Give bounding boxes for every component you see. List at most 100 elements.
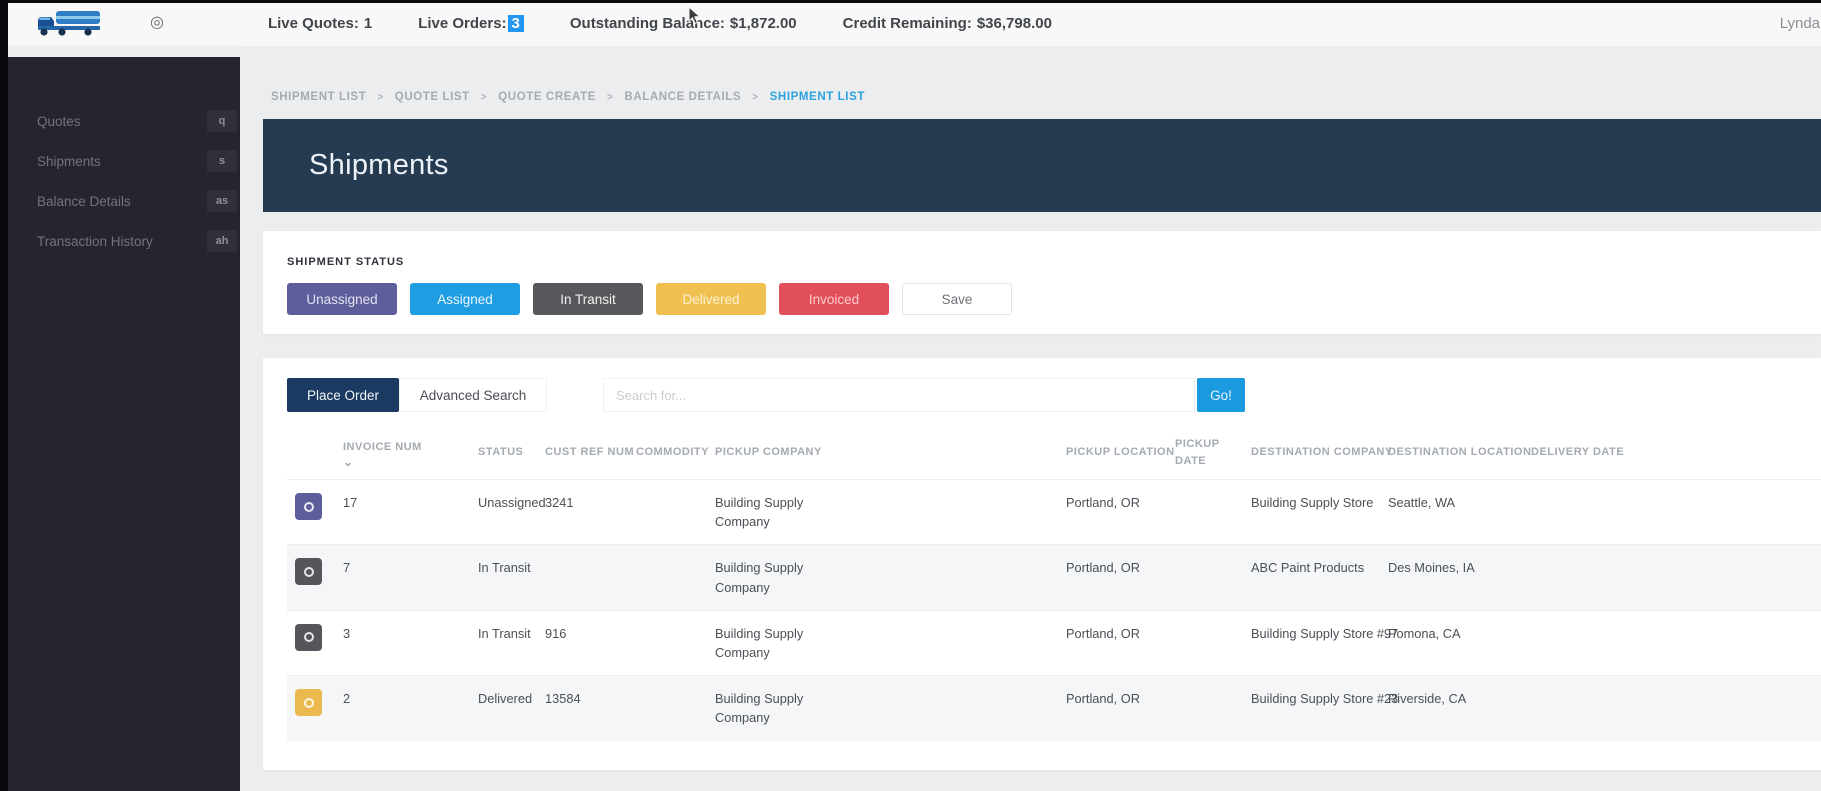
breadcrumb-balance-details[interactable]: BALANCE DETAILS <box>624 91 742 103</box>
frame-top-edge <box>0 0 1821 3</box>
cell-invoice-num: 17 <box>335 478 470 545</box>
cell-pickup-date <box>1167 544 1243 611</box>
sidebar-item-label: Balance Details <box>37 193 131 209</box>
chevron-right-icon: > <box>752 91 759 103</box>
column-row-actions <box>287 426 335 480</box>
cell-commodity <box>628 478 707 545</box>
shipment-status-icon-button[interactable] <box>295 558 322 586</box>
stat-label: Live Quotes: <box>267 14 359 32</box>
stat-value: 1 <box>363 14 373 32</box>
cell-pickup-location: Portland, OR <box>1058 478 1167 545</box>
shipment-status-icon-button[interactable] <box>295 623 322 651</box>
cell-text: Building Supply Company <box>715 495 804 530</box>
column-pickup-location[interactable]: PICKUP LOCATION <box>1066 446 1175 459</box>
cell-text: Building Supply Company <box>715 691 804 726</box>
cell-status: In Transit <box>470 609 537 676</box>
cell-pickup-location: Portland, OR <box>1058 609 1167 676</box>
filter-invoiced-button[interactable]: Invoiced <box>779 283 889 315</box>
sidebar-item-balance-details[interactable]: Balance Details as <box>0 181 240 221</box>
column-invoice-num[interactable]: INVOICE NUM ⌄ <box>335 426 470 480</box>
circle-icon <box>303 501 314 512</box>
page-title: Shipments <box>309 149 449 181</box>
filter-unassigned-button[interactable]: Unassigned <box>287 283 397 315</box>
frame-left-edge <box>0 0 8 791</box>
go-button[interactable]: Go! <box>1197 378 1245 412</box>
column-commodity[interactable]: COMMODITY <box>636 446 709 459</box>
sidebar-item-shipments[interactable]: Shipments s <box>0 141 240 181</box>
sidebar-item-label: Quotes <box>37 113 81 129</box>
shipments-table: INVOICE NUM ⌄ STATUS CUST REF NUM COMMODI… <box>287 426 1821 741</box>
filter-delivered-button[interactable]: Delivered <box>656 283 766 315</box>
cell-invoice-num: 7 <box>335 544 470 611</box>
cell-commodity <box>628 675 707 741</box>
sidebar-item-transaction-history[interactable]: Transaction History ah <box>0 221 240 261</box>
mouse-cursor <box>688 6 701 25</box>
table-row: 7 In Transit Building Supply Company Por… <box>287 544 1821 611</box>
advanced-search-button[interactable]: Advanced Search <box>399 378 547 412</box>
cell-destination-company: ABC Paint Products <box>1243 544 1380 611</box>
column-cust-ref-num[interactable]: CUST REF NUM <box>545 446 635 459</box>
truck-icon <box>38 11 100 36</box>
chevron-right-icon: > <box>377 91 384 103</box>
shipment-status-label: SHIPMENT STATUS <box>287 256 405 268</box>
filter-assigned-button[interactable]: Assigned <box>410 283 520 315</box>
table-row: 2 Delivered 13584 Building Supply Compan… <box>287 675 1821 741</box>
cell-delivery-date <box>1523 675 1821 741</box>
breadcrumb: SHIPMENT LIST > QUOTE LIST > QUOTE CREAT… <box>271 91 1821 103</box>
app-logo-truck[interactable] <box>30 8 104 38</box>
stat-value: $1,872.00 <box>729 14 797 32</box>
breadcrumb-current[interactable]: SHIPMENT LIST <box>769 91 865 103</box>
page-header-banner: Shipments <box>263 119 1821 212</box>
breadcrumb-quote-list[interactable]: QUOTE LIST <box>394 91 470 103</box>
cell-pickup-date <box>1167 675 1243 741</box>
cell-cust-ref-num: 916 <box>537 609 628 676</box>
cell-destination-location: Des Moines, IA <box>1380 544 1523 611</box>
cell-destination-company: Building Supply Store #97 <box>1243 609 1398 676</box>
column-delivery-date[interactable]: DELIVERY DATE <box>1531 446 1625 459</box>
cell-status: Unassigned <box>470 478 546 545</box>
cell-pickup-location: Portland, OR <box>1058 675 1167 741</box>
shipment-status-icon-button[interactable] <box>295 689 322 717</box>
column-destination-company[interactable]: DESTINATION COMPANY <box>1251 446 1393 459</box>
table-row: 3 In Transit 916 Building Supply Company… <box>287 609 1821 676</box>
shipment-status-icon-button[interactable] <box>295 493 322 520</box>
cell-destination-location: Seattle, WA <box>1380 478 1523 545</box>
column-pickup-date[interactable]: PICKUP DATE <box>1175 438 1220 467</box>
settings-icon[interactable]: ◎ <box>150 14 164 31</box>
column-destination-location[interactable]: DESTINATION LOCATION <box>1388 446 1532 459</box>
circle-icon <box>303 632 314 643</box>
cell-delivery-date <box>1523 609 1821 676</box>
cell-destination-company: Building Supply Store #23 <box>1243 675 1398 741</box>
chevron-right-icon: > <box>480 91 488 103</box>
column-status[interactable]: STATUS <box>478 446 524 459</box>
cell-pickup-company: Building Supply Company <box>707 544 1058 611</box>
stat-live-orders: Live Orders: 3 <box>418 14 524 32</box>
stat-credit-remaining: Credit Remaining: $36,798.00 <box>843 15 1052 32</box>
cell-invoice-num: 2 <box>335 675 470 741</box>
shortcut-badge: q <box>207 110 237 132</box>
circle-icon <box>303 697 314 708</box>
sidebar-item-label: Shipments <box>37 153 101 169</box>
cell-pickup-company: Building Supply Company <box>707 675 1058 741</box>
filter-in-transit-button[interactable]: In Transit <box>533 283 643 315</box>
stat-label: Outstanding Balance: <box>569 14 725 32</box>
table-header-row: INVOICE NUM ⌄ STATUS CUST REF NUM COMMODI… <box>287 426 1821 480</box>
sort-desc-icon: ⌄ <box>343 454 354 469</box>
shipment-status-card: SHIPMENT STATUS Unassigned Assigned In T… <box>263 231 1821 334</box>
cell-pickup-company: Building Supply Company <box>707 478 1058 545</box>
save-button[interactable]: Save <box>902 283 1012 315</box>
column-pickup-company[interactable]: PICKUP COMPANY <box>715 446 822 459</box>
search-input[interactable] <box>603 378 1195 412</box>
table-row: 17 Unassigned 3241 Building Supply Compa… <box>287 478 1821 545</box>
cell-cust-ref-num: 3241 <box>537 478 628 545</box>
user-menu[interactable]: Lynda <box>1779 14 1820 32</box>
circle-icon <box>303 566 314 577</box>
breadcrumb-quote-create[interactable]: QUOTE CREATE <box>498 91 596 103</box>
stat-label: Live Orders: <box>418 14 507 32</box>
sidebar: Quotes q Shipments s Balance Details as … <box>0 47 240 791</box>
sidebar-item-quotes[interactable]: Quotes q <box>0 101 240 141</box>
topbar-stats: Live Quotes: 1 Live Orders: 3 Outstanding … <box>267 14 1052 32</box>
breadcrumb-shipment-list[interactable]: SHIPMENT LIST <box>271 91 367 103</box>
chevron-right-icon: > <box>606 91 614 103</box>
place-order-button[interactable]: Place Order <box>287 378 399 412</box>
